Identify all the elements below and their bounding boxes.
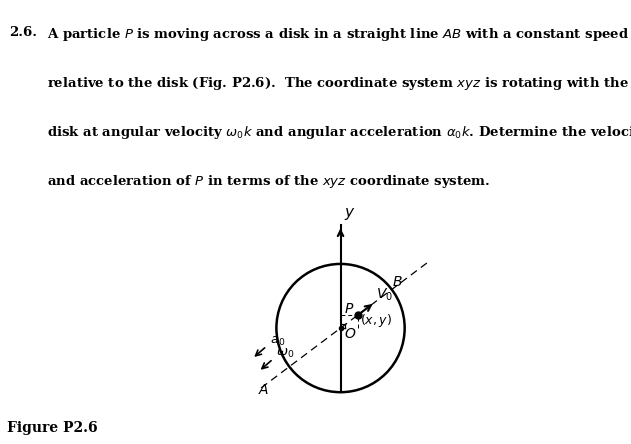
Text: A particle $P$ is moving across a disk in a straight line $AB$ with a constant s: A particle $P$ is moving across a disk i… <box>47 26 631 43</box>
Text: $\omega_0$: $\omega_0$ <box>276 347 295 361</box>
Text: $y$: $y$ <box>344 206 355 222</box>
Text: 2.6.: 2.6. <box>9 26 37 39</box>
Text: and acceleration of $P$ in terms of the $xyz$ coordinate system.: and acceleration of $P$ in terms of the … <box>47 173 491 190</box>
Text: $(x, y)$: $(x, y)$ <box>360 312 392 329</box>
Text: $a_0$: $a_0$ <box>270 334 285 348</box>
Text: Figure P2.6: Figure P2.6 <box>7 421 98 436</box>
Text: $V_0$: $V_0$ <box>376 286 393 303</box>
Text: $B$: $B$ <box>392 275 403 289</box>
Text: $P$: $P$ <box>345 302 355 316</box>
Text: $A$: $A$ <box>258 383 269 397</box>
Text: relative to the disk (Fig. P2.6).  The coordinate system $xyz$ is rotating with : relative to the disk (Fig. P2.6). The co… <box>47 75 629 91</box>
Text: disk at angular velocity $\omega_0\mathit{k}$ and angular acceleration $\alpha_0: disk at angular velocity $\omega_0\mathi… <box>47 123 631 141</box>
Text: $O$: $O$ <box>345 327 357 341</box>
